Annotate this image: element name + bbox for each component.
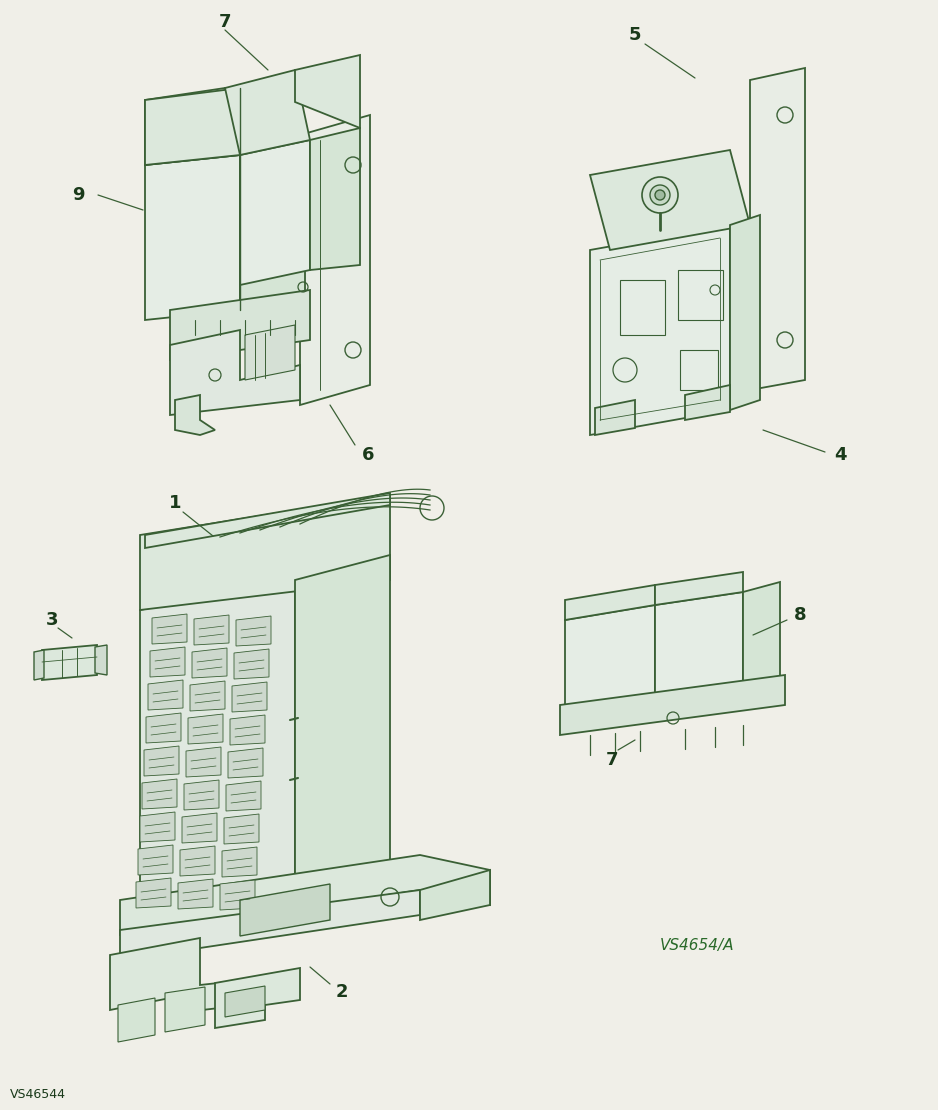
Polygon shape (140, 581, 295, 930)
Polygon shape (230, 715, 265, 745)
Polygon shape (152, 614, 187, 644)
Polygon shape (310, 128, 360, 270)
Bar (620, 280, 665, 335)
Polygon shape (232, 682, 267, 712)
Polygon shape (145, 88, 240, 165)
Polygon shape (295, 555, 390, 900)
Polygon shape (150, 647, 185, 677)
Polygon shape (140, 495, 390, 610)
Polygon shape (300, 115, 370, 405)
Polygon shape (190, 682, 225, 712)
Polygon shape (228, 748, 263, 778)
Text: 6: 6 (362, 446, 374, 464)
Polygon shape (145, 155, 240, 320)
Polygon shape (222, 847, 257, 877)
Polygon shape (188, 714, 223, 744)
Polygon shape (725, 350, 750, 400)
Circle shape (642, 176, 678, 213)
Polygon shape (236, 616, 271, 646)
Polygon shape (655, 592, 743, 700)
Polygon shape (225, 986, 265, 1017)
Polygon shape (118, 998, 155, 1042)
Polygon shape (743, 582, 780, 688)
Text: 3: 3 (46, 610, 58, 629)
Polygon shape (145, 493, 390, 548)
Polygon shape (170, 330, 300, 415)
Polygon shape (730, 215, 760, 410)
Text: VS4654/A: VS4654/A (660, 938, 734, 953)
Polygon shape (590, 225, 730, 435)
Polygon shape (146, 713, 181, 743)
Polygon shape (245, 325, 295, 380)
Polygon shape (42, 645, 97, 680)
Polygon shape (590, 150, 750, 250)
Text: VS46544: VS46544 (10, 1088, 66, 1101)
Polygon shape (184, 780, 219, 810)
Polygon shape (595, 400, 635, 435)
Polygon shape (226, 781, 261, 811)
Polygon shape (234, 649, 269, 679)
Text: 2: 2 (336, 983, 348, 1001)
Circle shape (650, 185, 670, 205)
Polygon shape (194, 615, 229, 645)
Polygon shape (655, 595, 695, 700)
Polygon shape (182, 813, 217, 842)
Polygon shape (565, 585, 655, 620)
Polygon shape (240, 140, 305, 310)
Polygon shape (110, 938, 245, 1012)
Polygon shape (192, 648, 227, 678)
Polygon shape (220, 880, 255, 910)
Text: 4: 4 (834, 446, 846, 464)
Polygon shape (295, 56, 360, 128)
Polygon shape (685, 385, 730, 420)
Polygon shape (186, 747, 221, 777)
Polygon shape (34, 650, 44, 680)
Polygon shape (148, 680, 183, 710)
Polygon shape (140, 813, 175, 842)
Polygon shape (420, 870, 490, 920)
Polygon shape (565, 605, 655, 715)
Text: 9: 9 (71, 186, 84, 204)
Polygon shape (145, 88, 240, 165)
Text: 7: 7 (606, 751, 618, 769)
Polygon shape (136, 878, 171, 908)
Polygon shape (142, 779, 177, 809)
Polygon shape (175, 395, 215, 435)
Polygon shape (120, 855, 490, 935)
Polygon shape (225, 70, 310, 155)
Polygon shape (180, 846, 215, 876)
Text: 7: 7 (219, 13, 232, 31)
Circle shape (655, 190, 665, 200)
Polygon shape (178, 879, 213, 909)
Polygon shape (165, 987, 205, 1032)
Polygon shape (240, 884, 330, 936)
Bar (678, 270, 723, 320)
Polygon shape (224, 814, 259, 844)
Bar (680, 350, 718, 390)
Polygon shape (240, 140, 310, 285)
Polygon shape (138, 845, 173, 875)
Polygon shape (560, 675, 785, 735)
Text: 5: 5 (628, 26, 642, 44)
Polygon shape (95, 645, 107, 675)
Polygon shape (215, 968, 300, 1028)
Polygon shape (144, 746, 179, 776)
Polygon shape (170, 290, 310, 360)
Polygon shape (655, 572, 743, 605)
Polygon shape (120, 890, 420, 960)
Text: 1: 1 (169, 494, 181, 512)
Text: 8: 8 (794, 606, 807, 624)
Polygon shape (750, 68, 805, 390)
